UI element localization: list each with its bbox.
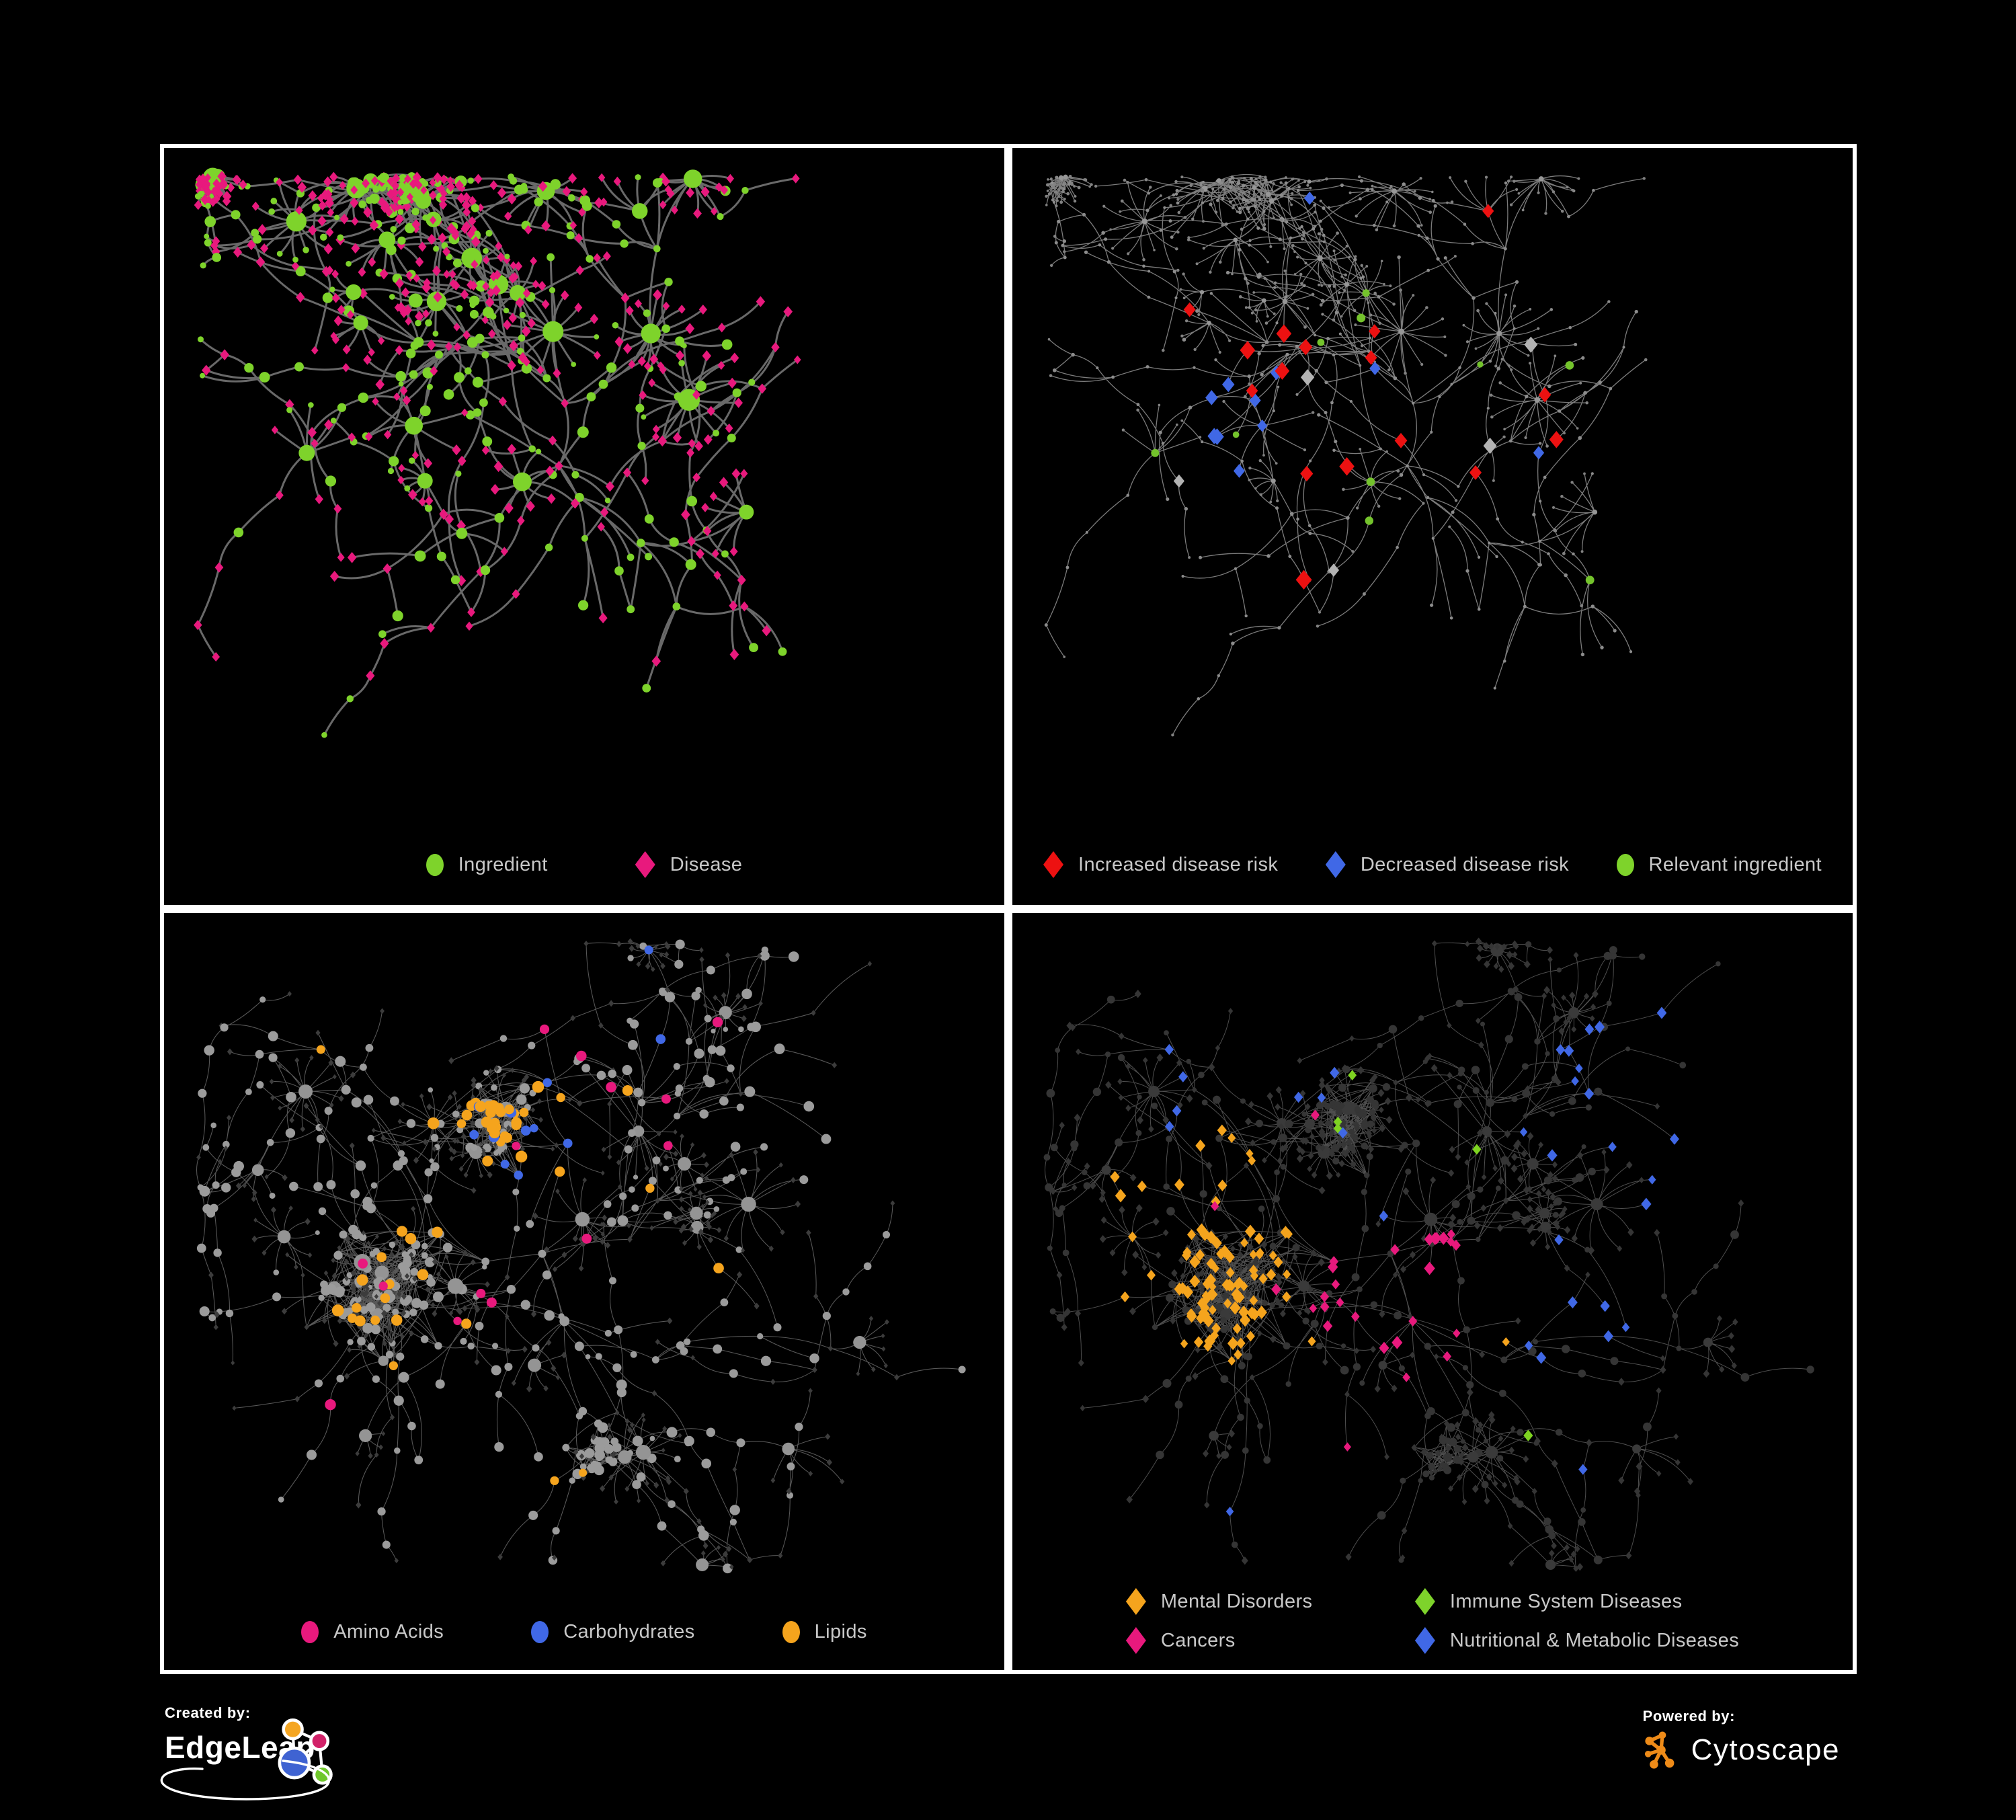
highlight-nodes-layer [316, 945, 724, 1485]
immune-system-diseases-diamond-swatch [1414, 1588, 1435, 1615]
legend-label-relevant-ingredient: Relevant ingredient [1648, 853, 1822, 875]
relevant-ingredient-circle-swatch [1616, 853, 1634, 876]
legend-item-relevant-ingredient: Relevant ingredient [1616, 853, 1822, 876]
nodes-layer [1043, 937, 1814, 1572]
nodes-layer [196, 938, 966, 1574]
legend-label-immune-system-diseases: Immune System Diseases [1449, 1590, 1683, 1612]
cytoscape-wordmark: Cytoscape [1691, 1733, 1840, 1766]
legend-label-carbohydrates: Carbohydrates [563, 1621, 695, 1643]
mental-disorders-diamond-swatch [1125, 1588, 1146, 1615]
legend-item-increased-risk: Increased disease risk [1043, 851, 1278, 878]
legend-label-decreased-risk: Decreased disease risk [1360, 853, 1570, 875]
nutritional-metabolic-diseases-diamond-swatch [1414, 1627, 1435, 1654]
disease-diamond-swatch [635, 851, 655, 878]
powered-by-label: Powered by: [1642, 1708, 1736, 1725]
network-graph-disease-risk [1044, 173, 1648, 737]
edges-layer [1045, 173, 1646, 736]
legend-item-decreased-risk: Decreased disease risk [1325, 851, 1570, 878]
legend-item-carbohydrates: Carbohydrates [531, 1621, 694, 1643]
legend-label-amino-acids: Amino Acids [333, 1621, 444, 1643]
legend-item-nutritional-metabolic-diseases: Nutritional & Metabolic Diseases [1414, 1627, 1740, 1654]
panel-ingredient-classes: Amino Acids Carbohydrates Lipids [160, 909, 1008, 1674]
edgeleap-orange-node [282, 1718, 304, 1741]
legend-label-disease: Disease [670, 853, 743, 875]
network-graph-disease-classes [1043, 937, 1814, 1572]
decreased-risk-diamond-swatch [1325, 851, 1346, 878]
panel-disease-risk: Increased disease risk Decreased disease… [1008, 144, 1857, 909]
created-by-label: Created by: [165, 1704, 251, 1721]
legend-label-cancers: Cancers [1160, 1629, 1236, 1651]
legend-item-amino-acids: Amino Acids [301, 1621, 444, 1643]
legend-item-ingredient: Ingredient [426, 853, 548, 876]
edgeleap-swoosh [160, 1759, 330, 1801]
network-graph-ingredient-classes [196, 938, 966, 1574]
legend-item-immune-system-diseases: Immune System Diseases [1414, 1588, 1739, 1615]
legend-item-lipids: Lipids [782, 1621, 867, 1643]
legend-disease-classes: Mental Disorders Immune System Diseases … [1012, 1588, 1853, 1654]
panel-disease-classes: Mental Disorders Immune System Diseases … [1008, 909, 1857, 1674]
legend-label-mental-disorders: Mental Disorders [1160, 1590, 1313, 1612]
highlight-nodes-layer [1110, 1006, 1679, 1517]
legend-label-nutritional-metabolic-diseases: Nutritional & Metabolic Diseases [1449, 1629, 1740, 1651]
highlight-nodes-layer [1151, 191, 1595, 590]
nodes-layer [194, 167, 801, 738]
increased-risk-diamond-swatch [1043, 851, 1063, 878]
edgeleap-pink-node [309, 1731, 330, 1751]
cancers-diamond-swatch [1125, 1627, 1146, 1654]
legend-label-lipids: Lipids [814, 1621, 867, 1643]
ingredient-circle-swatch [426, 853, 444, 876]
legend-item-cancers: Cancers [1125, 1627, 1375, 1654]
edges-layer [196, 173, 799, 736]
legend-item-mental-disorders: Mental Disorders [1125, 1588, 1375, 1615]
cytoscape-credit: Powered by: Cytoscape [1643, 1708, 1840, 1770]
legend-item-disease: Disease [635, 851, 743, 878]
lipids-circle-swatch [782, 1621, 800, 1643]
amino-acids-circle-swatch [301, 1621, 319, 1643]
edgeleap-credit: Created by: EdgeLeap [160, 1704, 333, 1801]
legend-label-increased-risk: Increased disease risk [1078, 853, 1279, 875]
legend-label-ingredient: Ingredient [458, 853, 548, 875]
carbohydrates-circle-swatch [531, 1621, 549, 1643]
legend-ingredient-disease: Ingredient Disease [164, 851, 1004, 878]
nodes-layer [1044, 174, 1648, 737]
panel-ingredient-disease: Ingredient Disease [160, 144, 1008, 909]
network-graph-ingredient-disease [194, 167, 801, 738]
cytoscape-logo-icon [1644, 1731, 1675, 1769]
figure-grid: Ingredient Disease Increased disease ris… [160, 144, 1857, 1674]
legend-ingredient-classes: Amino Acids Carbohydrates Lipids [164, 1621, 1004, 1643]
legend-disease-risk: Increased disease risk Decreased disease… [1012, 851, 1853, 878]
